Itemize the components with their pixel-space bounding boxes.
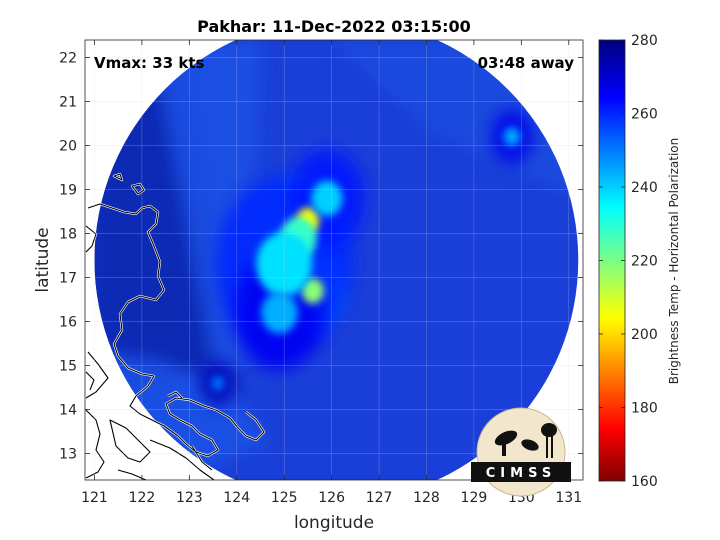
colorbar-tick-label: 220 <box>631 254 658 270</box>
satellite-dish-icon-2 <box>521 439 539 451</box>
x-tick-label: 123 <box>176 490 203 506</box>
colorbar-tick-label: 280 <box>631 33 658 49</box>
y-ticks: 13 14 15 16 17 18 19 20 21 22 <box>59 51 583 463</box>
y-tick-label: 22 <box>59 51 77 67</box>
convection-core-5 <box>261 292 298 334</box>
x-tick-label: 124 <box>223 490 250 506</box>
vmax-annotation: Vmax: 33 kts <box>94 54 204 72</box>
x-tick-label: 131 <box>555 490 582 506</box>
coastlines <box>85 172 266 480</box>
plot-title: Pakhar: 11-Dec-2022 03:15:00 <box>197 17 471 36</box>
colorbar-tick-label: 260 <box>631 107 658 123</box>
water-tower-icon <box>541 423 557 437</box>
colorbar-gradient <box>598 39 626 482</box>
y-tick-label: 18 <box>59 227 77 243</box>
convection-core-7 <box>210 375 225 392</box>
y-tick-label: 13 <box>59 447 77 463</box>
y-tick-label: 15 <box>59 359 77 375</box>
grid <box>85 40 583 480</box>
logo-text: CIMSS <box>486 466 556 481</box>
y-tick-label: 21 <box>59 95 77 111</box>
satellite-dish-icon <box>494 430 518 446</box>
x-tick-label: 127 <box>366 490 393 506</box>
convection-cells <box>200 110 533 406</box>
y-tick-label: 14 <box>59 403 77 419</box>
colorbar-tick-label: 160 <box>631 474 658 490</box>
colorbar-tick-label: 200 <box>631 327 658 343</box>
x-axis-label: longitude <box>294 513 374 533</box>
y-tick-label: 19 <box>59 183 77 199</box>
x-tick-label: 126 <box>318 490 345 506</box>
colorbar: 280 260 240 220 200 180 160 Brightness Temp - … <box>598 33 681 490</box>
logo-banner <box>471 462 571 482</box>
colorbar-tick-label: 240 <box>631 180 658 196</box>
time-away-annotation: 03:48 away <box>478 54 575 72</box>
convection-core-4 <box>311 180 343 216</box>
x-tick-label: 122 <box>129 490 156 506</box>
y-tick-label: 20 <box>59 139 77 155</box>
convection-core-2 <box>301 278 324 304</box>
x-tick-label: 129 <box>461 490 488 506</box>
axes-frame <box>84 39 584 481</box>
y-tick-label: 16 <box>59 315 77 331</box>
y-tick-label: 17 <box>59 271 77 287</box>
colorbar-tick-label: 180 <box>631 401 658 417</box>
x-ticks: 121 122 123 124 125 126 127 128 129 130 131 <box>81 40 582 506</box>
x-tick-label: 121 <box>81 490 108 506</box>
swath-image <box>94 40 579 480</box>
colorbar-ticks: 280 260 240 220 200 180 160 <box>599 33 658 490</box>
x-tick-label: 128 <box>413 490 440 506</box>
y-axis-label: latitude <box>33 227 53 292</box>
convection-core-6 <box>503 127 521 147</box>
colorbar-label: Brightness Temp - Horizontal Polarizatio… <box>667 138 681 385</box>
x-tick-label: 125 <box>271 490 298 506</box>
convection-core-3 <box>256 232 313 297</box>
cimss-logo: CIMSS <box>471 407 571 497</box>
